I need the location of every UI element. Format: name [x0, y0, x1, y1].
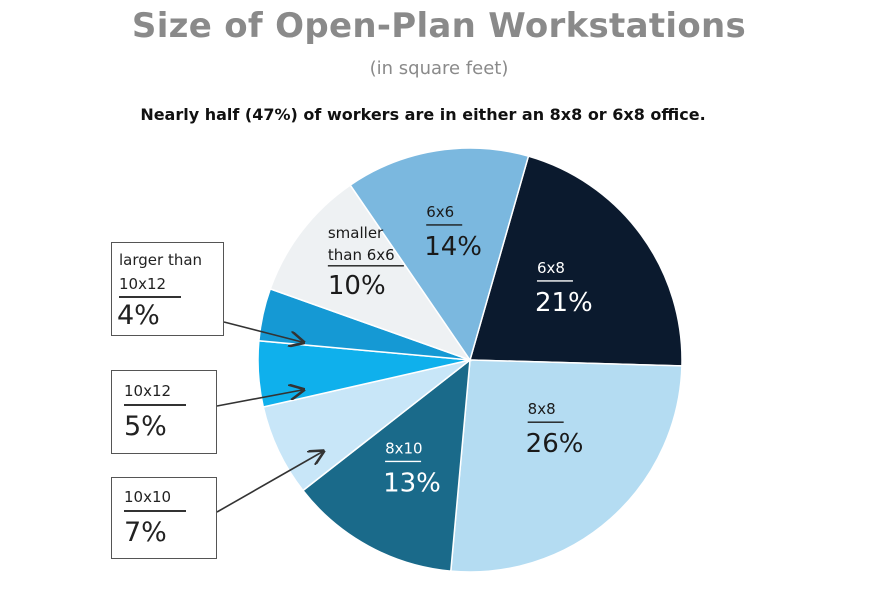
- pie-slices: [257, 147, 683, 573]
- callout-underline: [119, 296, 181, 298]
- slice-label-8x10: 8x10 13%: [383, 439, 441, 498]
- slice-name-line1: smaller: [328, 224, 384, 242]
- slice-label-8x8: 8x8 26%: [526, 400, 584, 459]
- slice-label-6x6: 6x6 14%: [424, 203, 482, 262]
- callout-value: 5%: [124, 411, 167, 442]
- arrow-10x10: [216, 452, 322, 513]
- callout-label-line1: larger than: [119, 251, 203, 269]
- pie-slice-6x8: [469, 155, 683, 367]
- slice-value: 10%: [328, 271, 386, 301]
- pie-labels: 6x8 21% 8x8 26% 8x10 13% smaller than 6x6 10% 6x6…: [327, 203, 593, 498]
- callout-label: 10x12: [124, 382, 172, 400]
- pie-slice-smaller-than-6x6: [269, 184, 472, 362]
- slice-name: 8x10: [385, 439, 423, 457]
- slice-name: 6x6: [426, 203, 454, 221]
- slice-name: 8x8: [528, 400, 556, 418]
- slice-value: 14%: [424, 232, 482, 262]
- callout-10x10: 10x10 7%: [111, 477, 217, 559]
- chart-title: Size of Open-Plan Workstations: [131, 6, 747, 46]
- slice-label-smaller-than-6x6: smaller than 6x6 10%: [327, 224, 404, 301]
- callout-larger-than-10x12: larger than 10x12 4%: [111, 242, 224, 336]
- slice-value: 21%: [535, 288, 593, 318]
- callout-label: 10x10: [124, 488, 172, 506]
- slice-label-6x8: 6x8 21%: [535, 259, 593, 318]
- chart-caption: Nearly half (47%) of workers are in eith…: [140, 105, 706, 124]
- callout-arrows: [216, 321, 322, 513]
- slice-value: 13%: [383, 468, 441, 498]
- arrow-larger: [223, 321, 302, 342]
- pie-slice-6x6: [349, 147, 530, 362]
- slice-name-line2: than 6x6: [328, 246, 395, 264]
- pie-slice-8x8: [449, 359, 683, 573]
- slice-name: 6x8: [537, 259, 565, 277]
- callout-underline: [124, 510, 186, 512]
- callout-value: 4%: [117, 300, 160, 331]
- callout-10x12: 10x12 5%: [111, 370, 217, 454]
- arrow-10x12: [216, 390, 302, 407]
- chart-subtitle: (in square feet): [369, 58, 509, 79]
- callout-underline: [124, 404, 186, 406]
- callout-value: 7%: [124, 517, 167, 548]
- pie-slice-8x10: [301, 358, 471, 572]
- callout-label-line2: 10x12: [119, 275, 167, 293]
- slice-value: 26%: [526, 429, 584, 459]
